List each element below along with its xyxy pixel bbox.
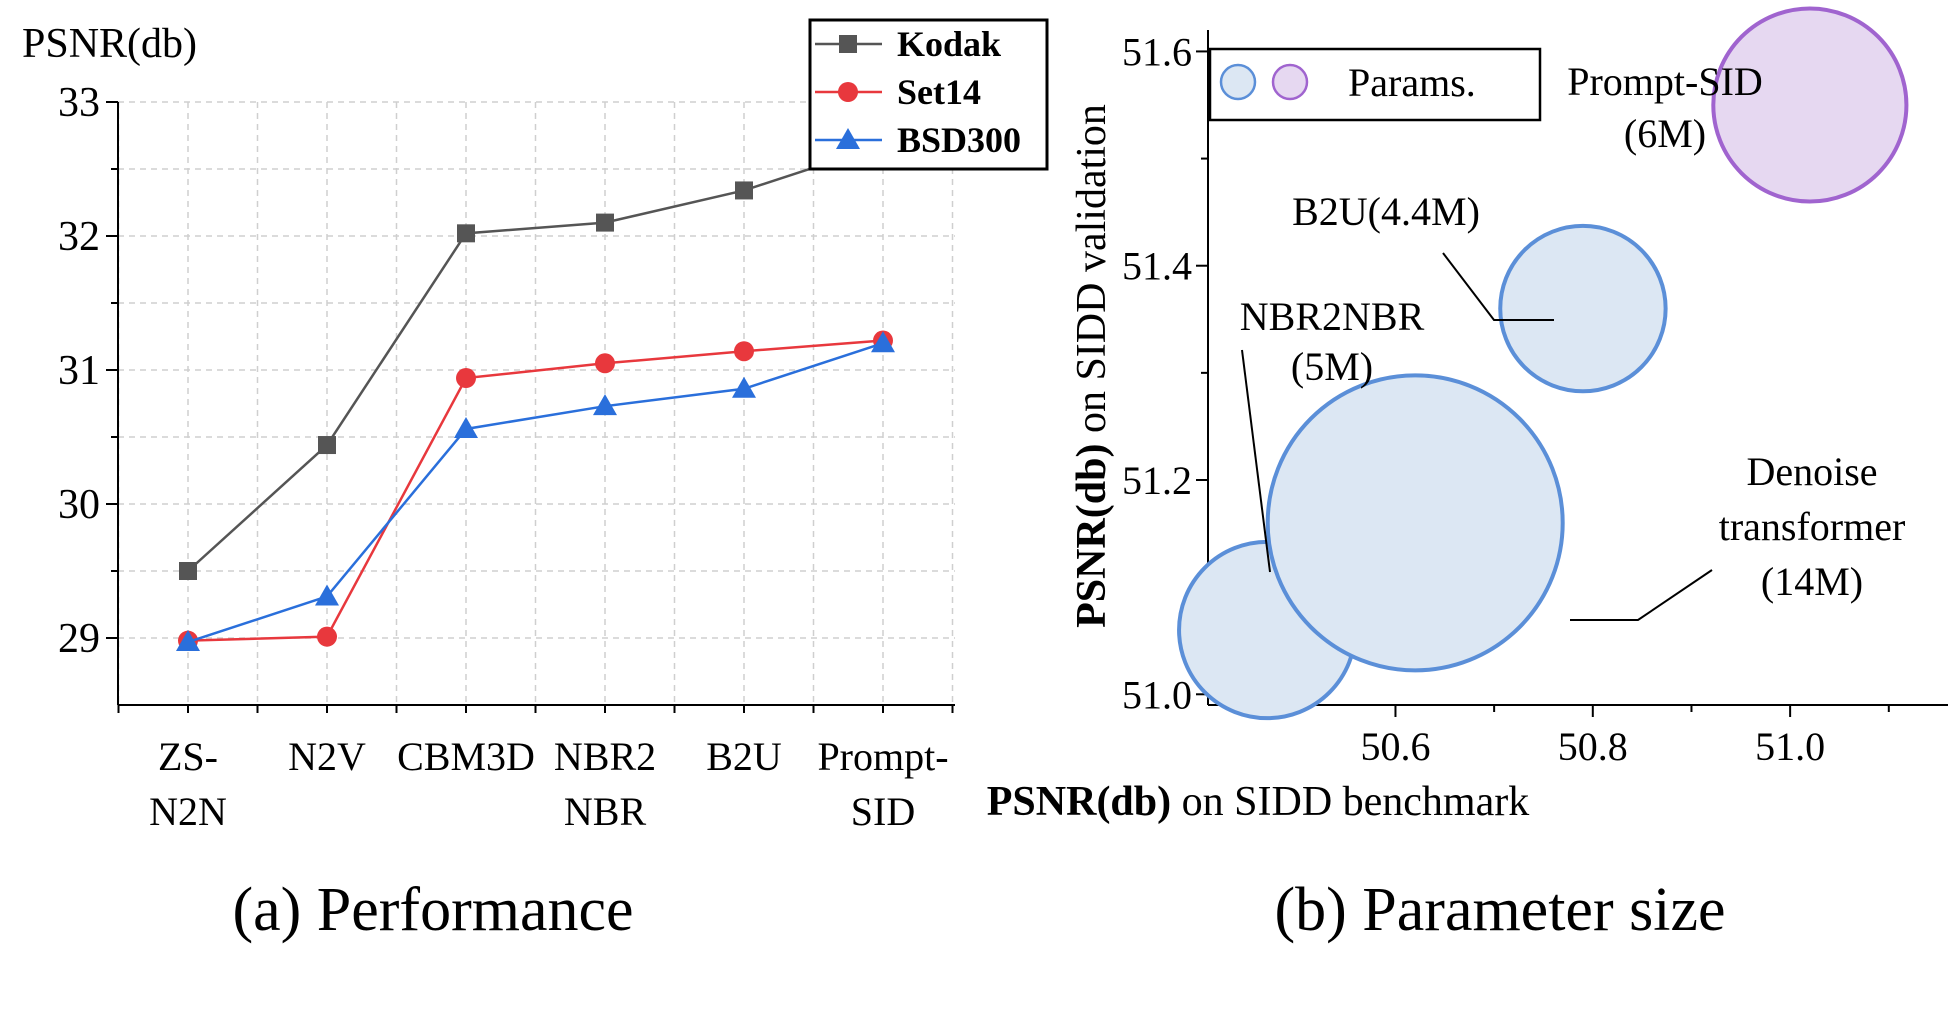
axes — [106, 101, 955, 713]
x-axis-label-rest: on SIDD benchmark — [1171, 779, 1529, 825]
bubble-b2u — [1498, 223, 1668, 394]
data-point-set14 — [317, 626, 337, 647]
leader-line — [1241, 349, 1271, 573]
y-tick-labels: 29 30 31 32 33 — [58, 80, 100, 662]
legend-box — [1208, 47, 1542, 122]
y-tick-label: 51.0 — [1122, 672, 1192, 717]
bubble-prompt-sid — [1711, 6, 1909, 204]
x-tick-label: 50.6 — [1360, 724, 1430, 769]
series-line-set14 — [187, 339, 884, 642]
legend-marker — [838, 82, 858, 102]
series-line-kodak — [187, 143, 884, 572]
data-point-kodak — [179, 562, 197, 580]
x-tick-labels: 50.6 50.8 51.0 — [1360, 724, 1825, 769]
y-axis-label: PSNR(db) on SIDD validation — [1069, 104, 1115, 628]
grid-lines — [117, 101, 955, 705]
data-point-bsd300 — [315, 584, 339, 606]
bubble-label-denoise-transformer: transformer — [1719, 504, 1906, 549]
y-tick-label: 31 — [58, 348, 100, 394]
x-tick-label: SID — [851, 789, 915, 834]
x-tick-label: CBM3D — [397, 734, 535, 779]
series-layer — [176, 135, 895, 652]
data-point-kodak — [735, 181, 753, 200]
bubble-label-b2u: B2U(4.4M) — [1292, 189, 1480, 234]
x-tick-label: N2V — [288, 734, 366, 779]
y-tick-label: 51.6 — [1122, 29, 1192, 74]
x-tick-label: NBR — [564, 789, 647, 834]
x-axis-label-bold: PSNR(db) — [987, 779, 1171, 825]
legend-bubble-blue — [1219, 63, 1257, 101]
legend-label-kodak: Kodak — [897, 24, 1001, 64]
data-point-set14 — [734, 341, 754, 362]
y-tick-label: 30 — [58, 482, 100, 528]
y-tick-label: 51.4 — [1122, 244, 1192, 289]
y-tick-label: 33 — [58, 80, 100, 126]
legend-label: Params. — [1348, 60, 1476, 105]
x-tick-labels: ZS- N2N N2V CBM3D NBR2 NBR B2U Prompt- SID — [149, 734, 948, 834]
bubble-label-nbr2nbr: NBR2NBR — [1240, 294, 1425, 339]
y-axis-label-rest: on SIDD validation — [1069, 104, 1115, 443]
x-tick-label: 50.8 — [1558, 724, 1628, 769]
x-tick-label: NBR2 — [554, 734, 656, 779]
y-tick-label: 51.2 — [1122, 458, 1192, 503]
y-axis-label: PSNR(db) — [22, 21, 197, 67]
bubble-labels: NBR2NBR (5M) Denoise transformer (14M) B2U(4.… — [1240, 59, 1906, 604]
legend: Kodak Set14 BSD300 — [808, 18, 1049, 171]
parameter-bubble-chart: 51.0 51.2 51.4 51.6 50.6 50.8 51.0 NBR2NBR (5M… — [987, 6, 1948, 944]
bubble-layer — [1177, 6, 1909, 721]
y-tick-label: 29 — [58, 616, 100, 662]
data-point-bsd300 — [593, 394, 617, 416]
bubble-label-denoise-transformer: Denoise — [1746, 449, 1877, 494]
bubble-label-denoise-transformer: (14M) — [1761, 559, 1863, 604]
leader-lines — [1241, 252, 1713, 621]
data-point-bsd300 — [732, 376, 756, 398]
x-tick-label: B2U — [706, 734, 782, 779]
panel-a-caption: (a) Performance — [232, 876, 633, 944]
bubble-label-nbr2nbr: (5M) — [1291, 344, 1373, 389]
data-point-bsd300 — [871, 331, 895, 353]
legend: Params. — [1208, 47, 1542, 122]
y-axis-label-bold: PSNR(db) — [1069, 444, 1115, 628]
data-point-kodak — [318, 436, 336, 455]
legend-marker — [839, 35, 857, 53]
y-tick-label: 32 — [58, 214, 100, 260]
data-point-bsd300 — [176, 630, 200, 652]
bubble-denoise-transformer — [1265, 373, 1565, 673]
series-bsd300 — [176, 331, 895, 652]
data-point-kodak — [457, 224, 475, 243]
legend-label-bsd300: BSD300 — [897, 120, 1021, 160]
series-line-bsd300 — [187, 342, 884, 644]
x-tick-label: ZS- — [158, 734, 218, 779]
data-point-set14 — [456, 368, 476, 389]
bubble-label-prompt-sid: Prompt-SID — [1567, 59, 1763, 104]
panel-b-caption: (b) Parameter size — [1275, 876, 1726, 944]
bubble-label-prompt-sid: (6M) — [1624, 111, 1706, 156]
data-point-bsd300 — [454, 416, 478, 438]
legend-bubble-purple — [1271, 63, 1309, 101]
y-tick-labels: 51.0 51.2 51.4 51.6 — [1122, 29, 1192, 717]
x-tick-label: Prompt- — [817, 734, 948, 779]
leader-line — [1442, 252, 1554, 321]
leader-line — [1570, 569, 1713, 621]
x-axis-label: PSNR(db) on SIDD benchmark — [987, 779, 1529, 825]
performance-line-chart: PSNR(db) 29 30 31 32 33 ZS- N2N N2V CBM3D NBR2 NB… — [22, 18, 1049, 944]
data-point-set14 — [595, 353, 615, 374]
data-point-kodak — [596, 213, 614, 232]
legend-label-set14: Set14 — [897, 72, 981, 112]
x-tick-label: 51.0 — [1755, 724, 1825, 769]
legend-marker — [836, 128, 860, 149]
x-tick-label: N2N — [149, 789, 227, 834]
